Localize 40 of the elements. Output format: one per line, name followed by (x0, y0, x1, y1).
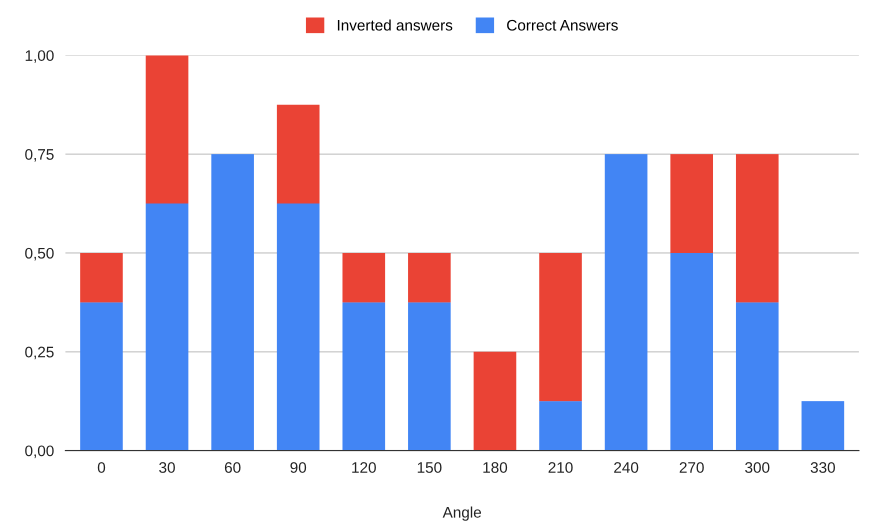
x-tick-label: 30 (159, 462, 175, 473)
bar (539, 401, 582, 451)
bar (670, 252, 714, 451)
bar (736, 154, 779, 302)
bar (670, 154, 714, 253)
x-axis-title: Angle (442, 506, 482, 521)
bar (211, 154, 254, 451)
bar (342, 302, 386, 451)
bar (539, 252, 582, 402)
x-tick-label: 270 (680, 462, 704, 473)
bar (146, 204, 188, 451)
y-tick-label: 1,00 (26, 50, 54, 63)
x-tick-label: 330 (810, 462, 835, 473)
bar (276, 204, 320, 451)
y-tick-label: 0,75 (25, 149, 54, 162)
bar (604, 154, 648, 451)
bar (736, 302, 779, 451)
y-tick-label: 0,25 (25, 346, 54, 360)
x-tick-label: 240 (614, 462, 638, 473)
bar (80, 252, 123, 302)
bar (342, 252, 386, 302)
bar (276, 104, 320, 204)
bar (802, 401, 844, 451)
x-tick-label: 210 (548, 462, 573, 473)
bar (474, 352, 516, 451)
legend-label: Correct Answers (507, 20, 618, 31)
y-tick-label: 0,50 (25, 248, 54, 260)
x-tick-label: 150 (418, 462, 442, 473)
x-tick-label: 180 (483, 462, 508, 473)
bar (146, 55, 188, 204)
x-tick-label: 120 (352, 462, 376, 473)
x-tick-label: 60 (224, 462, 241, 473)
bar (408, 302, 451, 451)
x-tick-label: 300 (745, 462, 770, 473)
bar (408, 252, 451, 302)
y-tick-label: 0,00 (25, 445, 54, 458)
bar (80, 302, 123, 451)
x-tick-label: 90 (290, 462, 306, 473)
legend-label: Inverted answers (338, 19, 452, 31)
x-tick-label: 0 (98, 462, 106, 473)
